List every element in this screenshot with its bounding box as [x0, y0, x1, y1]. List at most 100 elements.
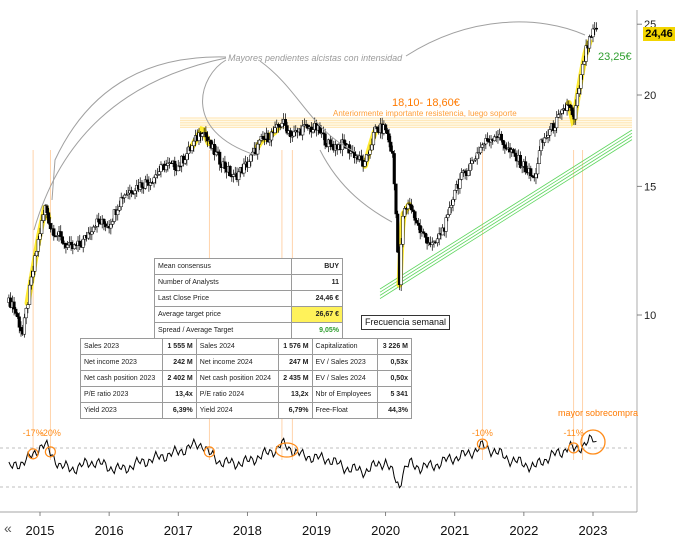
- consensus-label: Mean consensus: [153, 258, 293, 275]
- fundamentals-label: EV / Sales 2024: [311, 370, 379, 387]
- candle-body: [111, 221, 115, 225]
- consensus-row: Mean consensus BUY: [153, 258, 343, 275]
- resistance-zone: [180, 118, 632, 128]
- fundamentals-value: 13,2x: [277, 386, 313, 403]
- fundamentals-label: Nbr of Employees: [311, 386, 379, 403]
- fundamentals-value: 247 M: [277, 354, 313, 371]
- candle-body: [373, 126, 377, 133]
- candle-body: [401, 215, 405, 245]
- candle-body: [548, 129, 552, 136]
- candle-body: [47, 212, 51, 224]
- candle-body: [468, 163, 472, 171]
- candle-body: [470, 160, 474, 164]
- fundamentals-label: Net income 2023: [80, 354, 163, 371]
- candle-body: [133, 190, 137, 194]
- candle-body: [31, 271, 35, 278]
- candle-body: [40, 220, 44, 234]
- candle-body: [449, 205, 453, 208]
- candle-body: [29, 276, 33, 286]
- fundamentals-value: 13,4x: [161, 386, 197, 403]
- candle-body: [387, 133, 391, 143]
- candle-body: [69, 242, 73, 245]
- rsi-peak-marker: [27, 448, 39, 460]
- candle-body: [116, 210, 120, 216]
- candle-body: [594, 27, 599, 30]
- candle-body: [430, 241, 434, 245]
- fundamentals-value: 6,39%: [161, 402, 197, 419]
- candle-body: [575, 93, 579, 106]
- candle-body: [38, 233, 42, 240]
- candle-body: [301, 125, 305, 136]
- candle-body: [290, 135, 294, 138]
- candle-body: [451, 199, 455, 206]
- candle-body: [363, 161, 367, 167]
- candle-body: [503, 144, 507, 149]
- candle-body: [501, 139, 505, 145]
- candle-body: [247, 161, 251, 168]
- candle-body: [390, 151, 395, 154]
- candle-body: [448, 207, 452, 215]
- candle-body: [17, 316, 21, 328]
- candle-body: [406, 203, 410, 209]
- candle-body: [60, 236, 65, 244]
- candle-body: [157, 171, 161, 175]
- candle-body: [537, 150, 541, 164]
- candle-body: [444, 217, 448, 232]
- candle-body: [389, 141, 393, 152]
- candle-body: [473, 158, 478, 161]
- candle-body: [472, 159, 476, 162]
- candle-body: [104, 223, 108, 228]
- fundamentals-label: Net income 2024: [195, 354, 279, 371]
- candle-body: [97, 218, 101, 223]
- fundamentals-label: Sales 2024: [195, 338, 279, 355]
- rsi-pct-label: -20%: [40, 428, 61, 438]
- x-tick-label: 2015: [26, 523, 55, 538]
- fundamentals-value: 2 402 M: [161, 370, 197, 387]
- candle-body: [520, 166, 524, 168]
- candle-body: [328, 139, 332, 145]
- candle-body: [173, 160, 177, 171]
- candle-body: [536, 163, 540, 175]
- candle-body: [511, 149, 516, 154]
- price-tick-label: 20: [644, 90, 656, 102]
- candle-body: [41, 214, 46, 221]
- price-tick-label: 15: [644, 181, 656, 193]
- candle-body: [480, 144, 484, 148]
- candle-body: [365, 154, 369, 162]
- candle-body: [78, 240, 82, 246]
- candle-body: [371, 132, 376, 146]
- rsi-peak-marker: [568, 442, 580, 454]
- annotation-arrow: [51, 56, 227, 201]
- candle-body: [73, 244, 77, 250]
- rsi-note: mayor sobrecompra: [558, 408, 638, 418]
- candle-body: [283, 119, 287, 126]
- annotation-arrow: [405, 21, 586, 57]
- candle-body: [577, 88, 581, 94]
- candle-body: [556, 114, 560, 118]
- candle-body: [568, 104, 573, 108]
- candle-body: [185, 153, 189, 161]
- consensus-value: 11: [291, 274, 343, 291]
- candle-body: [530, 175, 535, 178]
- fundamentals-row: Net cash position 2023 2 402 M Net cash po…: [80, 370, 412, 387]
- candle-body: [565, 104, 569, 111]
- candle-body: [423, 232, 427, 238]
- candle-body: [587, 36, 592, 49]
- x-tick-label: 2019: [302, 523, 331, 538]
- x-tick-label: 2018: [233, 523, 262, 538]
- candle-body: [366, 154, 370, 156]
- candle-body: [276, 124, 281, 127]
- candle-body: [396, 213, 400, 253]
- fundamentals-row: Sales 2023 1 555 M Sales 2024 1 576 M Capita…: [80, 338, 412, 355]
- price-tick-label: 10: [644, 310, 656, 322]
- fundamentals-value: 3 226 M: [377, 338, 412, 355]
- candle-body: [499, 133, 503, 141]
- x-tick-label: 2017: [164, 523, 193, 538]
- candle-body: [370, 144, 374, 151]
- scroll-left-icon[interactable]: «: [4, 520, 12, 536]
- candle-body: [463, 170, 467, 174]
- candle-body: [130, 190, 134, 194]
- rsi-peak-marker: [44, 446, 56, 458]
- candle-body: [477, 152, 481, 155]
- candle-body: [154, 174, 158, 179]
